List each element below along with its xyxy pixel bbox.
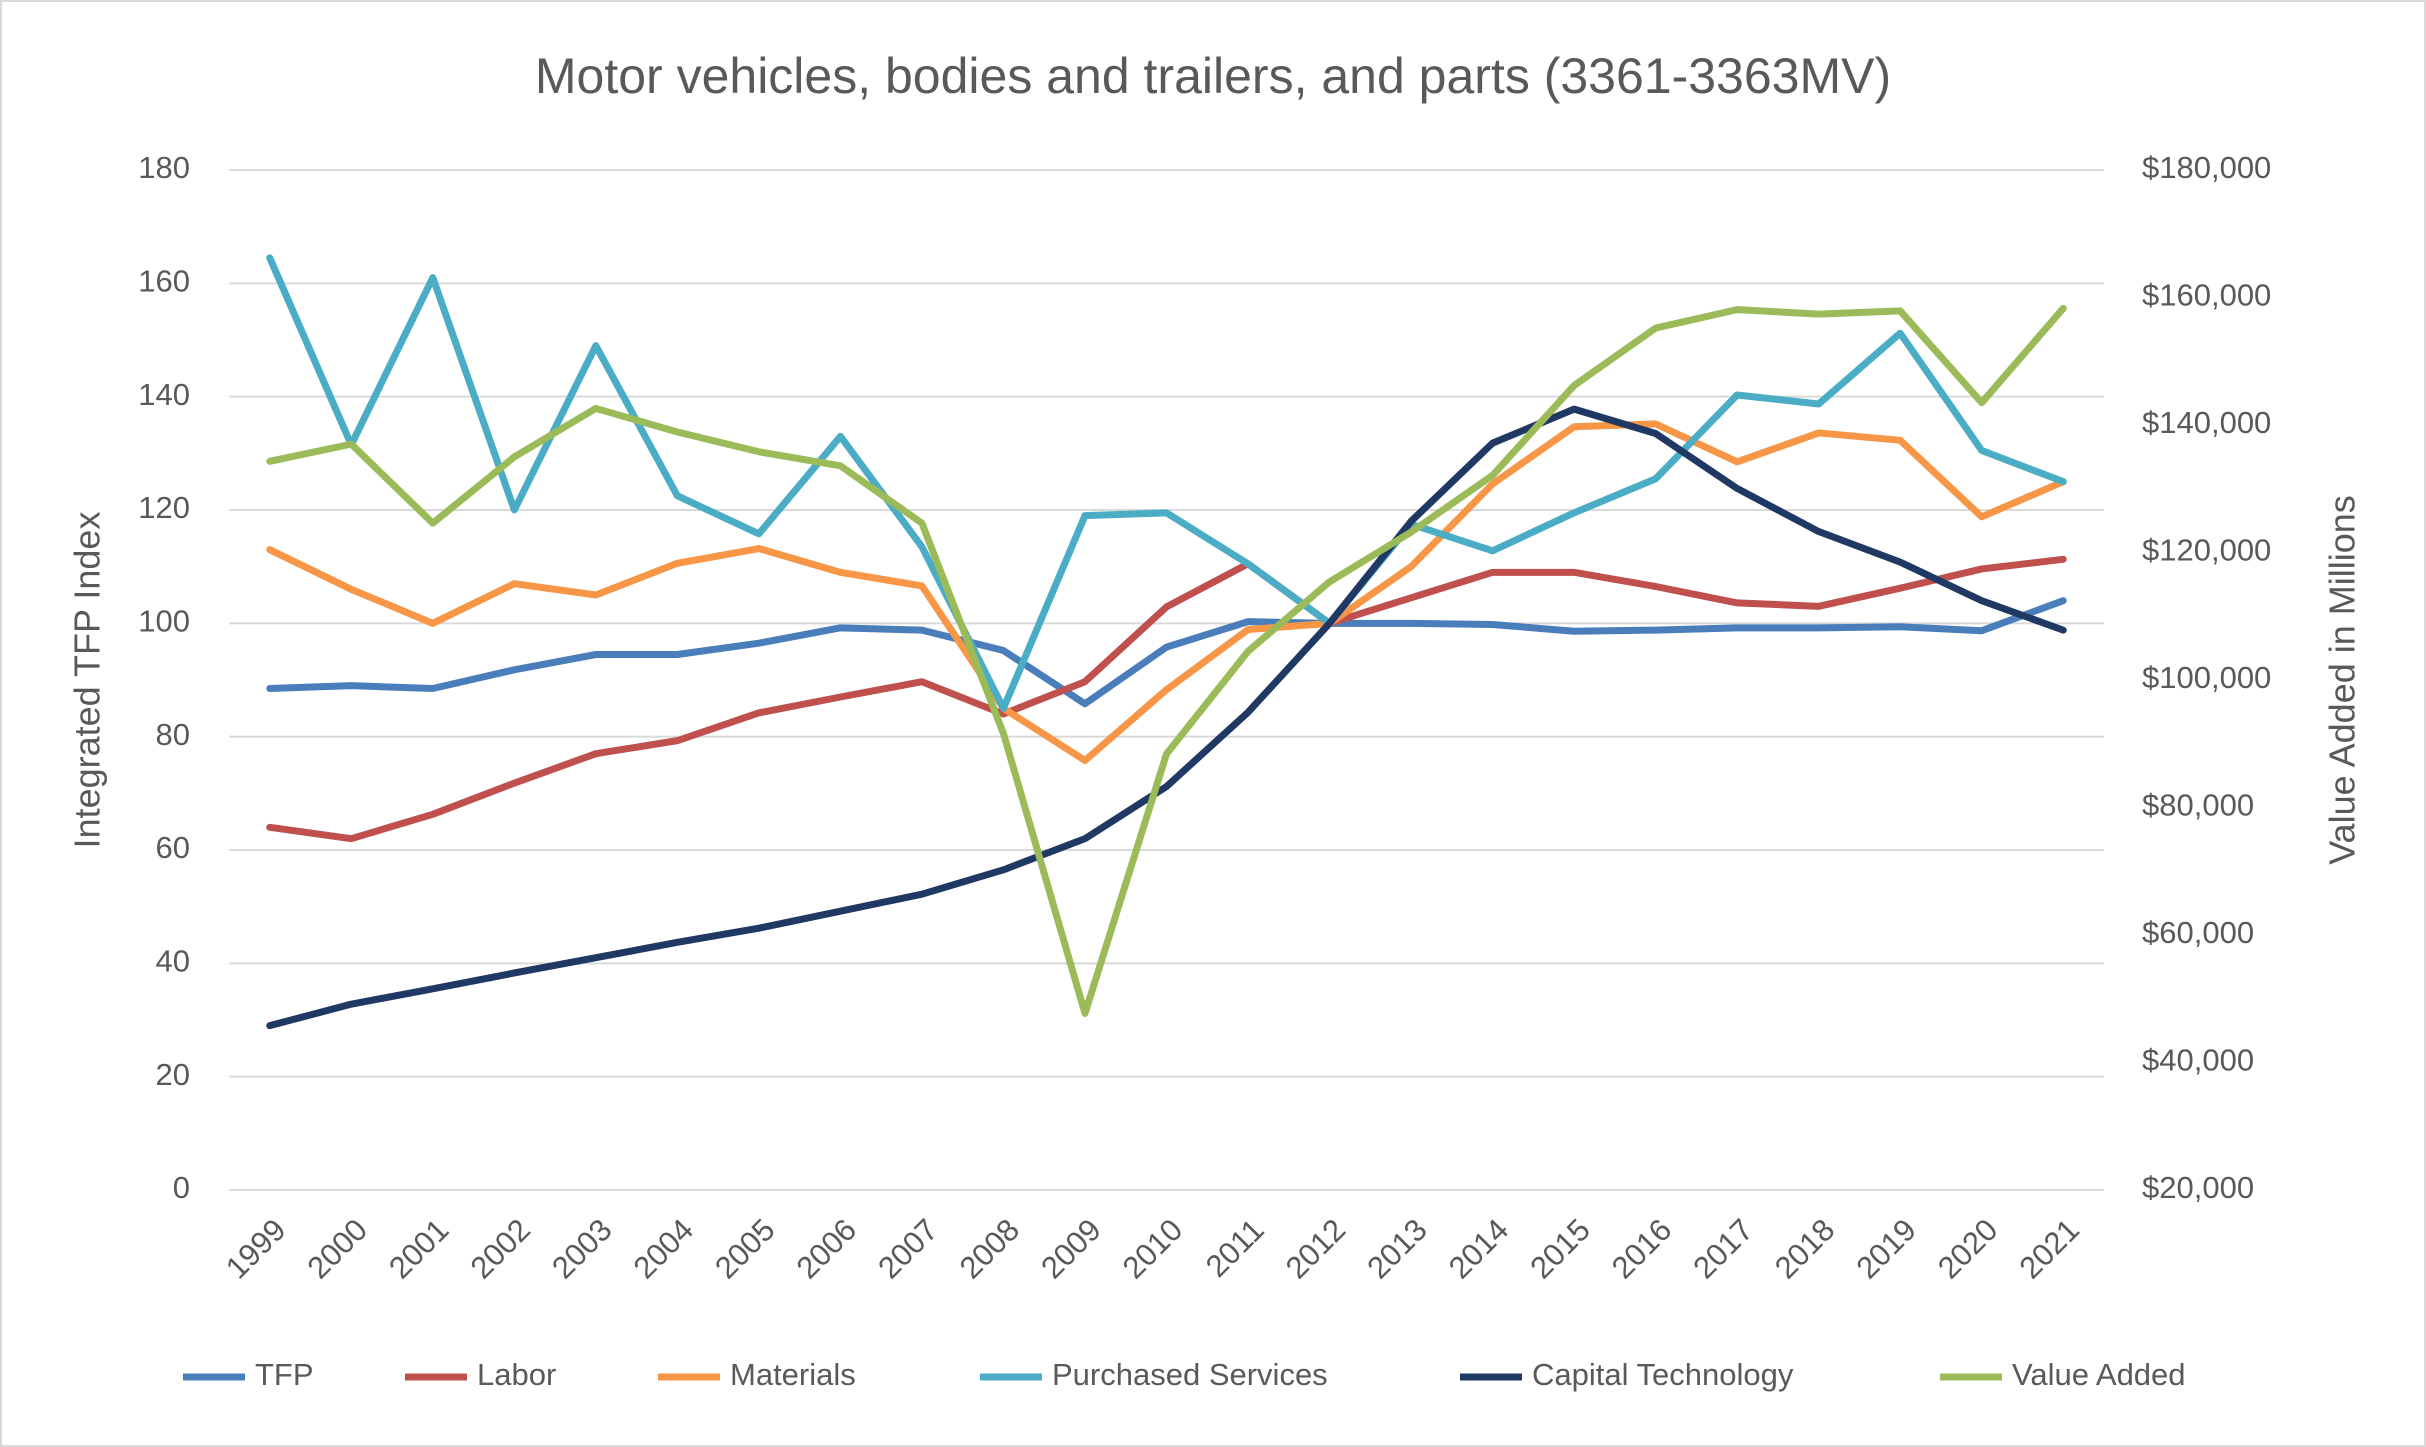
- y-tick-label: 140: [138, 377, 190, 412]
- y-tick-label: 120: [138, 490, 190, 525]
- legend-label: Purchased Services: [1052, 1357, 1328, 1392]
- y-tick-label: 40: [156, 944, 190, 979]
- y2-tick-label: $20,000: [2142, 1170, 2254, 1205]
- y2-tick-label: $80,000: [2142, 788, 2254, 823]
- y-tick-label: 60: [156, 830, 190, 865]
- legend-label: Labor: [477, 1357, 556, 1392]
- y2-tick-label: $120,000: [2142, 533, 2271, 568]
- y2-tick-label: $60,000: [2142, 915, 2254, 950]
- y-axis-title: Integrated TFP Index: [67, 512, 108, 849]
- legend-label: Value Added: [2012, 1357, 2186, 1392]
- series-line: [266, 555, 2067, 843]
- y-tick-label: 80: [156, 717, 190, 752]
- y-tick-label: 0: [173, 1170, 190, 1205]
- y-tick-label: 180: [138, 150, 190, 185]
- series-line: [266, 597, 2067, 708]
- y-tick-label: 100: [138, 604, 190, 639]
- legend-label: Materials: [730, 1357, 856, 1392]
- series-line: [266, 420, 2067, 764]
- y2-tick-label: $140,000: [2142, 405, 2271, 440]
- legend-label: TFP: [255, 1357, 314, 1392]
- y2-axis-title: Value Added in Millions: [2322, 495, 2363, 865]
- legend-label: Capital Technology: [1532, 1357, 1794, 1392]
- y2-tick-label: $100,000: [2142, 660, 2271, 695]
- y-tick-label: 160: [138, 264, 190, 299]
- y2-tick-label: $40,000: [2142, 1043, 2254, 1078]
- series-line: [266, 254, 2067, 712]
- chart-title: Motor vehicles, bodies and trailers, and…: [535, 48, 1891, 104]
- series-line: [266, 405, 2067, 1030]
- y2-tick-label: $180,000: [2142, 150, 2271, 185]
- y2-tick-label: $160,000: [2142, 278, 2271, 313]
- y-tick-label: 20: [156, 1057, 190, 1092]
- series-line: [266, 304, 2067, 1017]
